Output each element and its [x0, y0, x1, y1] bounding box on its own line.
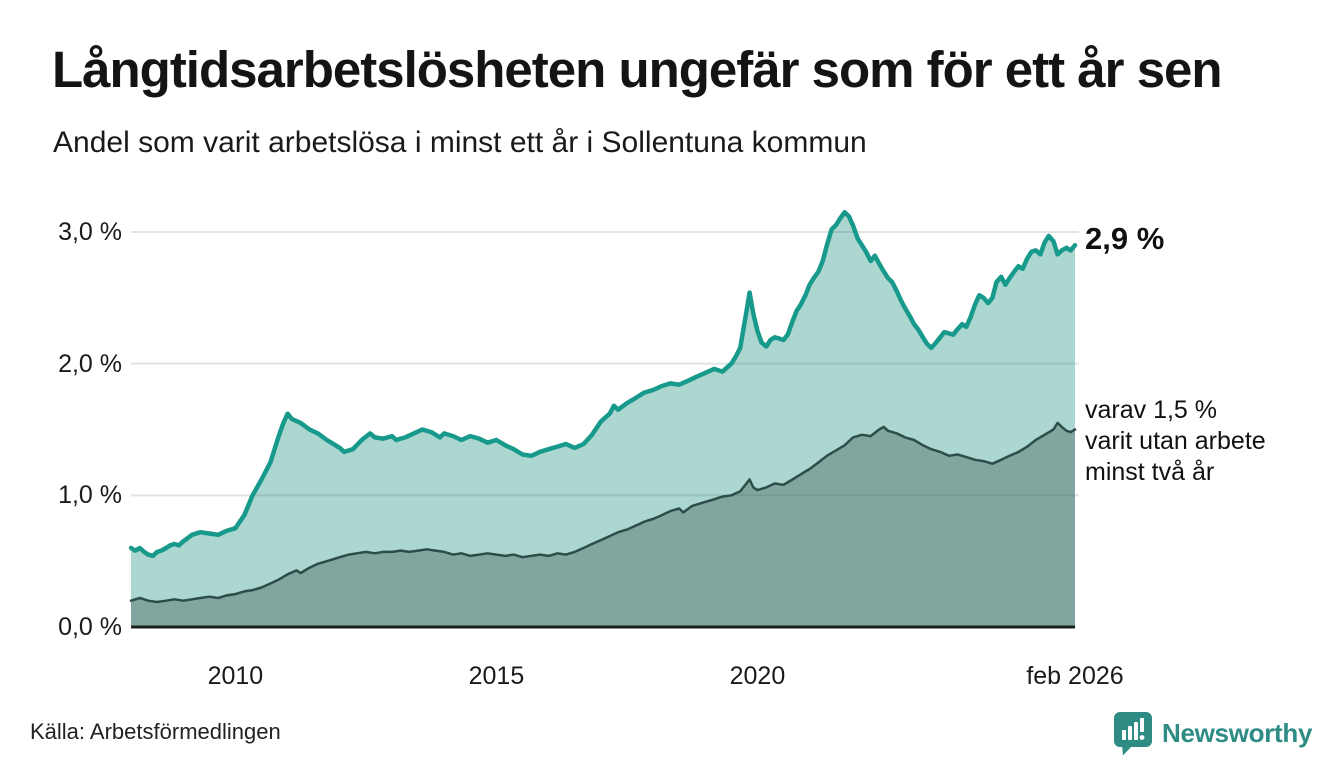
y-axis-tick-label: 2,0 %	[58, 349, 122, 378]
y-axis-tick-label: 3,0 %	[58, 217, 122, 246]
annotation-line: minst två år	[1085, 458, 1215, 486]
chart-title: Långtidsarbetslösheten ungefär som för e…	[52, 41, 1223, 98]
annotation-line: varit utan arbete	[1085, 427, 1266, 455]
x-axis-tick-label: 2020	[729, 662, 786, 690]
y-axis-tick-label: 0,0 %	[58, 613, 122, 641]
gridlines	[131, 230, 1079, 497]
y-axis-tick-label: 1,0 %	[58, 481, 122, 510]
newsworthy-branding: Newsworthy	[1113, 711, 1312, 756]
chart-subtitle: Andel som varit arbetslösa i minst ett å…	[53, 126, 867, 159]
x-axis-tick-label: 2010	[207, 662, 264, 690]
newsworthy-logo-icon	[1114, 712, 1152, 756]
line-total	[128, 209, 1078, 559]
annotation-line: varav 1,5 %	[1085, 396, 1218, 424]
latest-value-label: 2,9 %	[1085, 221, 1165, 256]
source-caption: Källa: Arbetsförmedlingen	[30, 719, 281, 744]
newsworthy-logo-text: Newsworthy	[1162, 718, 1313, 748]
area-fill-two-year	[131, 422, 1075, 627]
secondary-annotation: varav 1,5 % varit utan arbete minst två år	[1085, 395, 1266, 488]
x-axis-tick-label: 2015	[468, 662, 525, 690]
x-axis-tick-label: feb 2026	[1026, 662, 1124, 690]
line-two-year	[129, 421, 1077, 604]
